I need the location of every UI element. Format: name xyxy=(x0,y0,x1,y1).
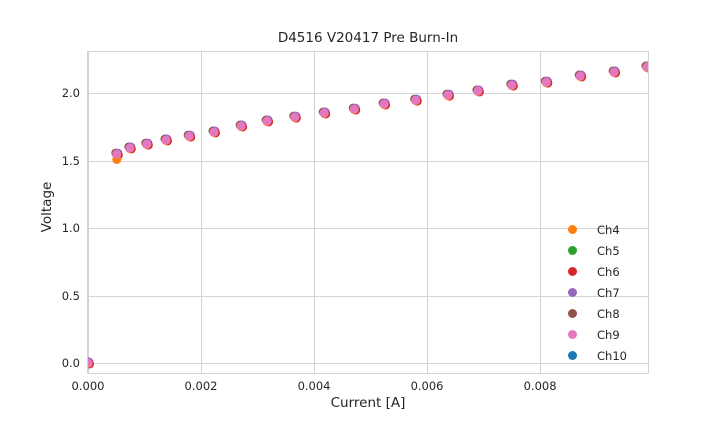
legend-item-ch9: Ch9 xyxy=(560,324,627,345)
x-tick-label: 0.000 xyxy=(71,379,105,393)
data-point-ch9 xyxy=(184,131,194,141)
data-point-ch9 xyxy=(411,95,421,105)
legend-item-ch6: Ch6 xyxy=(560,261,627,282)
legend-label: Ch7 xyxy=(597,285,620,300)
legend-label: Ch6 xyxy=(597,264,620,279)
data-point-ch9 xyxy=(209,127,219,137)
data-point-ch9 xyxy=(349,104,359,114)
y-tick-label: 1.0 xyxy=(61,221,80,236)
data-point-ch9 xyxy=(125,143,135,153)
data-point-ch9 xyxy=(112,149,122,159)
data-point-ch9 xyxy=(379,99,389,109)
data-point-ch9 xyxy=(642,62,648,72)
data-point-ch9 xyxy=(473,86,483,96)
data-point-ch9 xyxy=(142,139,152,149)
legend-marker-icon xyxy=(568,288,577,297)
legend-item-ch7: Ch7 xyxy=(560,282,627,303)
legend-item-ch5: Ch5 xyxy=(560,240,627,261)
x-axis-label: Current [A] xyxy=(330,395,406,411)
legend-marker-icon xyxy=(568,309,577,318)
y-tick-label: 0.5 xyxy=(61,288,80,303)
data-point-ch9 xyxy=(507,80,517,90)
x-tick-label: 0.002 xyxy=(184,379,218,393)
x-tick-label: 0.006 xyxy=(410,379,444,393)
data-point-ch9 xyxy=(161,135,171,145)
legend-item-ch10: Ch10 xyxy=(560,345,627,366)
data-point-ch9 xyxy=(609,67,619,77)
legend-marker-icon xyxy=(568,225,577,234)
y-tick-label: 1.5 xyxy=(61,153,80,168)
legend-label: Ch5 xyxy=(597,243,620,258)
legend: Ch4 Ch5 Ch6 Ch7 Ch8 Ch9 Ch10 xyxy=(560,219,627,366)
x-tick-label: 0.008 xyxy=(523,379,557,393)
y-tick-label: 0.0 xyxy=(61,356,80,370)
plot-area: Ch4 Ch5 Ch6 Ch7 Ch8 Ch9 Ch10 xyxy=(87,51,649,374)
legend-label: Ch9 xyxy=(597,327,620,342)
legend-item-ch4: Ch4 xyxy=(560,219,627,240)
legend-item-ch8: Ch8 xyxy=(560,303,627,324)
x-tick-label: 0.004 xyxy=(297,379,331,393)
data-point-ch9 xyxy=(319,108,329,118)
scatter-canvas xyxy=(88,52,648,373)
data-point-ch9 xyxy=(443,90,453,100)
data-point-ch9 xyxy=(88,358,93,368)
y-tick-label: 2.0 xyxy=(61,86,80,101)
data-point-ch9 xyxy=(236,121,246,131)
legend-marker-icon xyxy=(568,246,577,255)
legend-marker-icon xyxy=(568,330,577,339)
legend-marker-icon xyxy=(568,267,577,276)
legend-marker-icon xyxy=(568,351,577,360)
data-point-ch9 xyxy=(541,77,551,87)
legend-label: Ch8 xyxy=(597,306,620,321)
legend-label: Ch10 xyxy=(597,348,627,363)
data-point-ch9 xyxy=(290,112,300,122)
legend-label: Ch4 xyxy=(597,222,620,237)
data-point-ch9 xyxy=(262,116,272,126)
data-point-ch9 xyxy=(575,71,585,81)
chart-title: D4516 V20417 Pre Burn-In xyxy=(277,30,459,46)
